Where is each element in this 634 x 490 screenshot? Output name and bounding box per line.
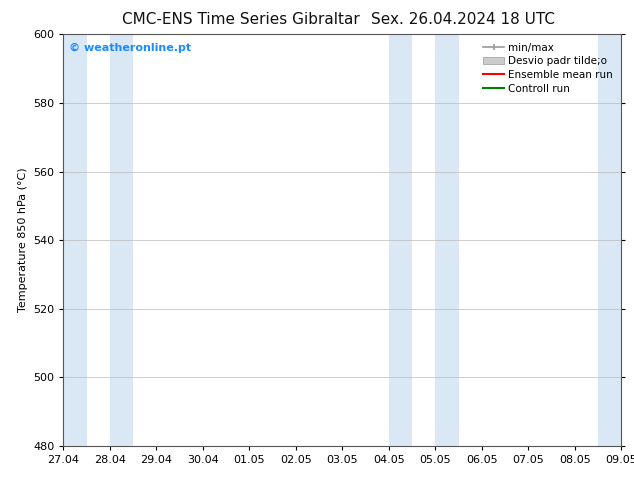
Bar: [436, 34, 458, 446]
Bar: [598, 34, 621, 446]
Bar: [389, 34, 412, 446]
Legend: min/max, Desvio padr tilde;o, Ensemble mean run, Controll run: min/max, Desvio padr tilde;o, Ensemble m…: [480, 40, 616, 97]
Y-axis label: Temperature 850 hPa (°C): Temperature 850 hPa (°C): [18, 168, 27, 313]
Text: Sex. 26.04.2024 18 UTC: Sex. 26.04.2024 18 UTC: [371, 12, 555, 27]
Bar: [63, 34, 87, 446]
Text: CMC-ENS Time Series Gibraltar: CMC-ENS Time Series Gibraltar: [122, 12, 360, 27]
Bar: [110, 34, 133, 446]
Text: © weatheronline.pt: © weatheronline.pt: [69, 43, 191, 52]
